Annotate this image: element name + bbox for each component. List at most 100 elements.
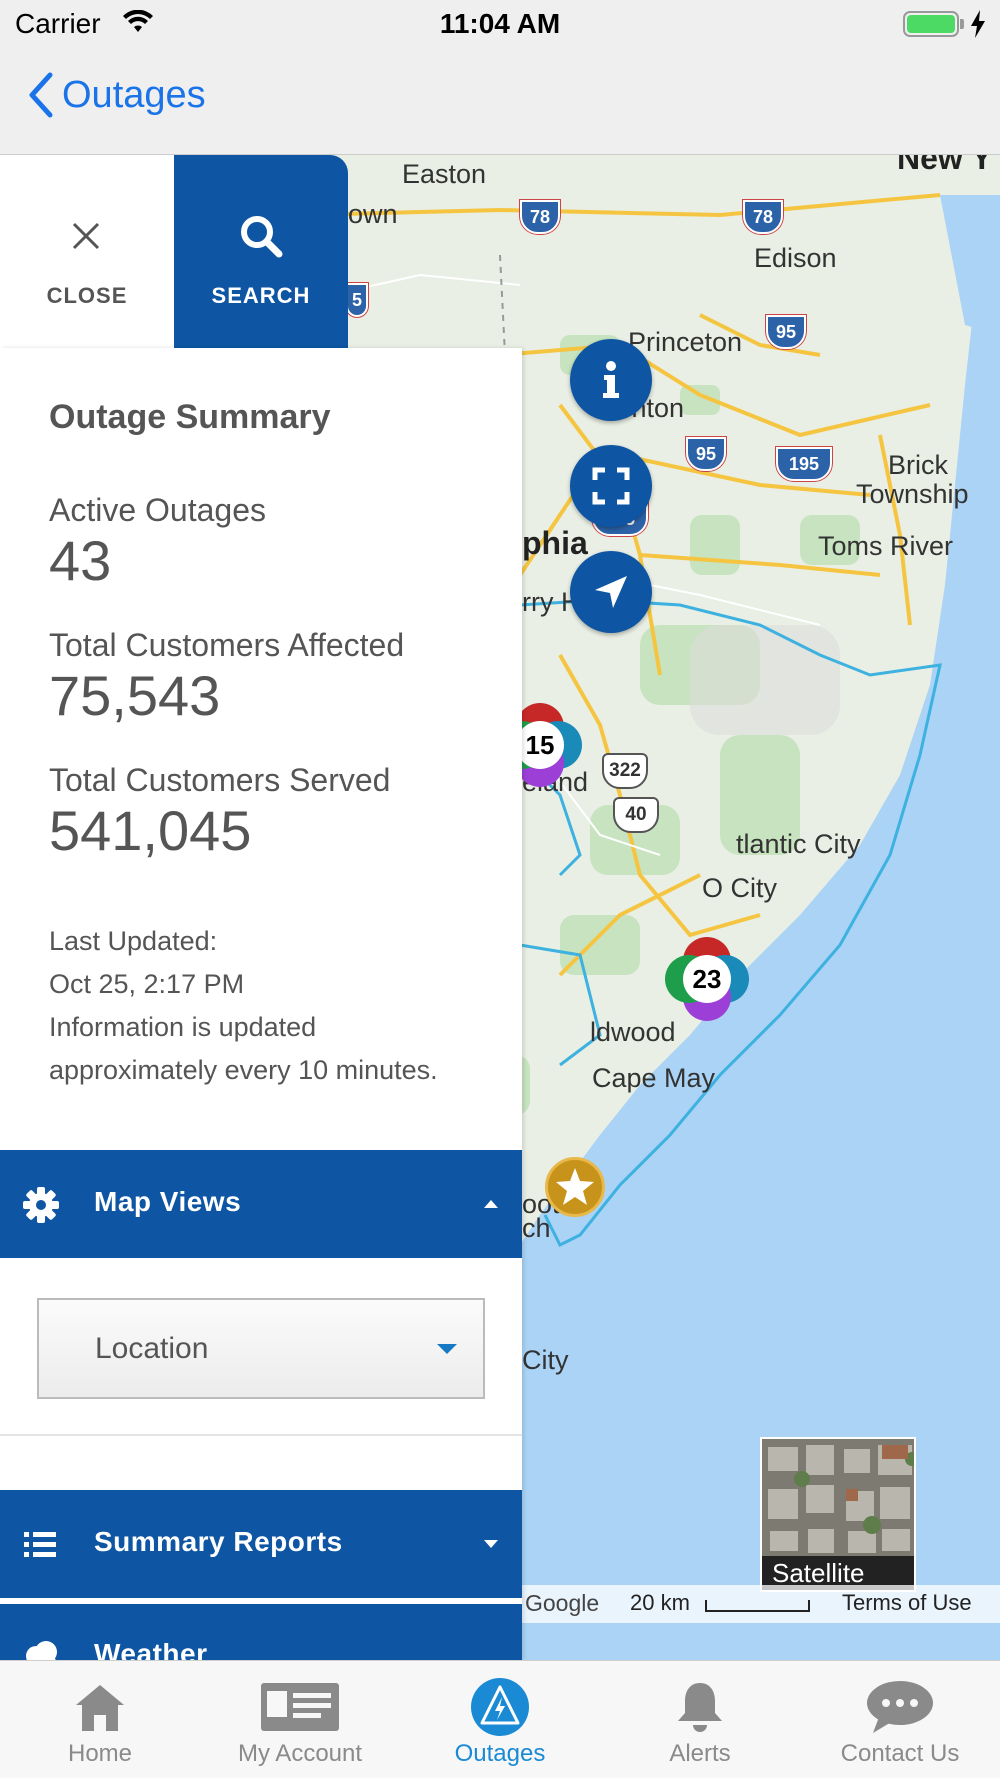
- star-marker[interactable]: [545, 1157, 605, 1217]
- map-label-atlantic-city: tlantic City: [736, 829, 861, 859]
- update-info-line2: approximately every 10 minutes.: [49, 1055, 438, 1085]
- map-label-town: own: [348, 199, 398, 229]
- interstate-shield: 95: [766, 315, 806, 349]
- tab-home[interactable]: Home: [0, 1661, 200, 1778]
- customers-affected-label: Total Customers Affected: [49, 627, 405, 663]
- map-label-toms-river: Toms River: [818, 531, 954, 561]
- tab-contact-us-label: Contact Us: [840, 1740, 960, 1767]
- summary-reports-header[interactable]: Summary Reports: [0, 1490, 522, 1598]
- tab-alerts-label: Alerts: [669, 1740, 731, 1767]
- chevron-up-icon: [484, 1200, 498, 1208]
- map-label-edison: Edison: [754, 243, 837, 273]
- active-outages-label: Active Outages: [49, 492, 266, 528]
- map-label-philadelphia: phia: [522, 525, 588, 561]
- map-scale-label: 20 km: [630, 1590, 690, 1615]
- customers-affected-value: 75,543: [49, 664, 221, 727]
- tab-my-account-label: My Account: [237, 1740, 363, 1767]
- map-label-cape-may: Cape May: [592, 1063, 716, 1093]
- battery-icon: [903, 11, 959, 37]
- outage-cluster-marker[interactable]: 23: [659, 931, 755, 1027]
- map-fullscreen-button[interactable]: [570, 445, 652, 527]
- active-outages-value: 43: [49, 529, 112, 592]
- map-label-bch: ch: [522, 1213, 551, 1243]
- tab-contact-us[interactable]: Contact Us: [800, 1661, 1000, 1778]
- interstate-shield: 195: [776, 447, 832, 481]
- star-icon: [556, 1168, 594, 1205]
- satellite-toggle[interactable]: Satellite: [760, 1437, 916, 1592]
- search-icon: [241, 216, 283, 258]
- chevron-down-icon: [484, 1540, 498, 1548]
- map-label-princeton: Princeton: [628, 327, 743, 357]
- location-dropdown-value: Location: [95, 1332, 209, 1365]
- tab-home-label: Home: [67, 1740, 133, 1767]
- list-icon: [24, 1532, 56, 1557]
- status-bar: Carrier 11:04 AM: [0, 0, 1000, 50]
- last-updated-value: Oct 25, 2:17 PM: [49, 969, 245, 999]
- interstate-shield: 78: [520, 200, 560, 234]
- outage-bolt-icon: [471, 1678, 529, 1736]
- last-updated-label: Last Updated:: [49, 926, 218, 956]
- chevron-down-icon: [437, 1344, 457, 1354]
- bell-icon: [678, 1683, 722, 1732]
- interstate-shield: 5: [346, 283, 368, 317]
- wifi-icon: [123, 10, 153, 32]
- info-icon: [603, 361, 619, 398]
- summary-reports-label: Summary Reports: [94, 1526, 343, 1557]
- customers-served-label: Total Customers Served: [49, 762, 391, 798]
- google-logo: Google: [525, 1590, 600, 1616]
- divider: [0, 1434, 522, 1436]
- map-views-header[interactable]: Map Views: [0, 1150, 522, 1258]
- map-label-ocean-city: O City: [702, 873, 778, 903]
- navigation-bar: Outages: [0, 50, 1000, 155]
- back-label: Outages: [62, 73, 206, 116]
- cluster-count: 15: [516, 721, 564, 769]
- map-label-brick: Brick: [888, 450, 948, 480]
- map-views-label: Map Views: [94, 1186, 242, 1217]
- customers-served-value: 541,045: [49, 799, 252, 862]
- status-time: 11:04 AM: [439, 8, 561, 39]
- interstate-shield: 95: [686, 437, 726, 471]
- map-locate-button[interactable]: [570, 551, 652, 633]
- map-label-city: City: [522, 1345, 569, 1375]
- us-route-shield: 322: [602, 753, 648, 789]
- weather-header[interactable]: Weather: [0, 1604, 522, 1660]
- home-icon: [76, 1685, 124, 1731]
- location-dropdown[interactable]: Location: [37, 1298, 485, 1399]
- summary-title: Outage Summary: [49, 398, 331, 436]
- tab-outages[interactable]: Outages: [400, 1661, 600, 1778]
- fullscreen-icon: [592, 467, 630, 505]
- tab-my-account[interactable]: My Account: [200, 1661, 400, 1778]
- map-scale-bar: [705, 1600, 810, 1612]
- weather-label: Weather: [94, 1638, 208, 1660]
- tab-alerts[interactable]: Alerts: [600, 1661, 800, 1778]
- location-arrow-icon: [595, 576, 627, 608]
- map-label-new-york: New Y: [897, 155, 993, 176]
- map-label-township: Township: [856, 479, 969, 509]
- search-label: SEARCH: [211, 283, 311, 308]
- search-button[interactable]: SEARCH: [174, 155, 348, 348]
- map-label-wildwood: ldwood: [590, 1017, 676, 1047]
- close-icon: [72, 222, 100, 250]
- map-footer: Google 20 km Terms of Use: [520, 1585, 1000, 1623]
- terms-of-use-link[interactable]: Terms of Use: [842, 1590, 972, 1615]
- cluster-count: 23: [683, 955, 731, 1003]
- cloud-icon: [26, 1641, 57, 1660]
- gear-icon: [23, 1187, 59, 1223]
- outage-summary-panel: Outage Summary Active Outages 43 Total C…: [0, 348, 522, 1660]
- close-panel-button[interactable]: CLOSE: [0, 155, 174, 348]
- chevron-left-icon: [29, 72, 53, 118]
- interstate-shield: 78: [743, 200, 783, 234]
- satellite-label: Satellite: [762, 1556, 914, 1590]
- map-label-easton: Easton: [402, 159, 487, 189]
- satellite-preview: [762, 1439, 914, 1590]
- map-info-button[interactable]: [570, 339, 652, 421]
- id-card-icon: [261, 1683, 339, 1731]
- update-info-line1: Information is updated: [49, 1012, 317, 1042]
- tab-bar: Home My Account Outages: [0, 1660, 1000, 1778]
- close-label: CLOSE: [46, 283, 128, 308]
- back-button[interactable]: Outages: [28, 72, 206, 118]
- carrier-label: Carrier: [15, 8, 101, 39]
- us-route-shield: 40: [613, 797, 659, 833]
- tab-outages-label: Outages: [454, 1740, 546, 1767]
- chat-bubble-icon: [867, 1681, 933, 1733]
